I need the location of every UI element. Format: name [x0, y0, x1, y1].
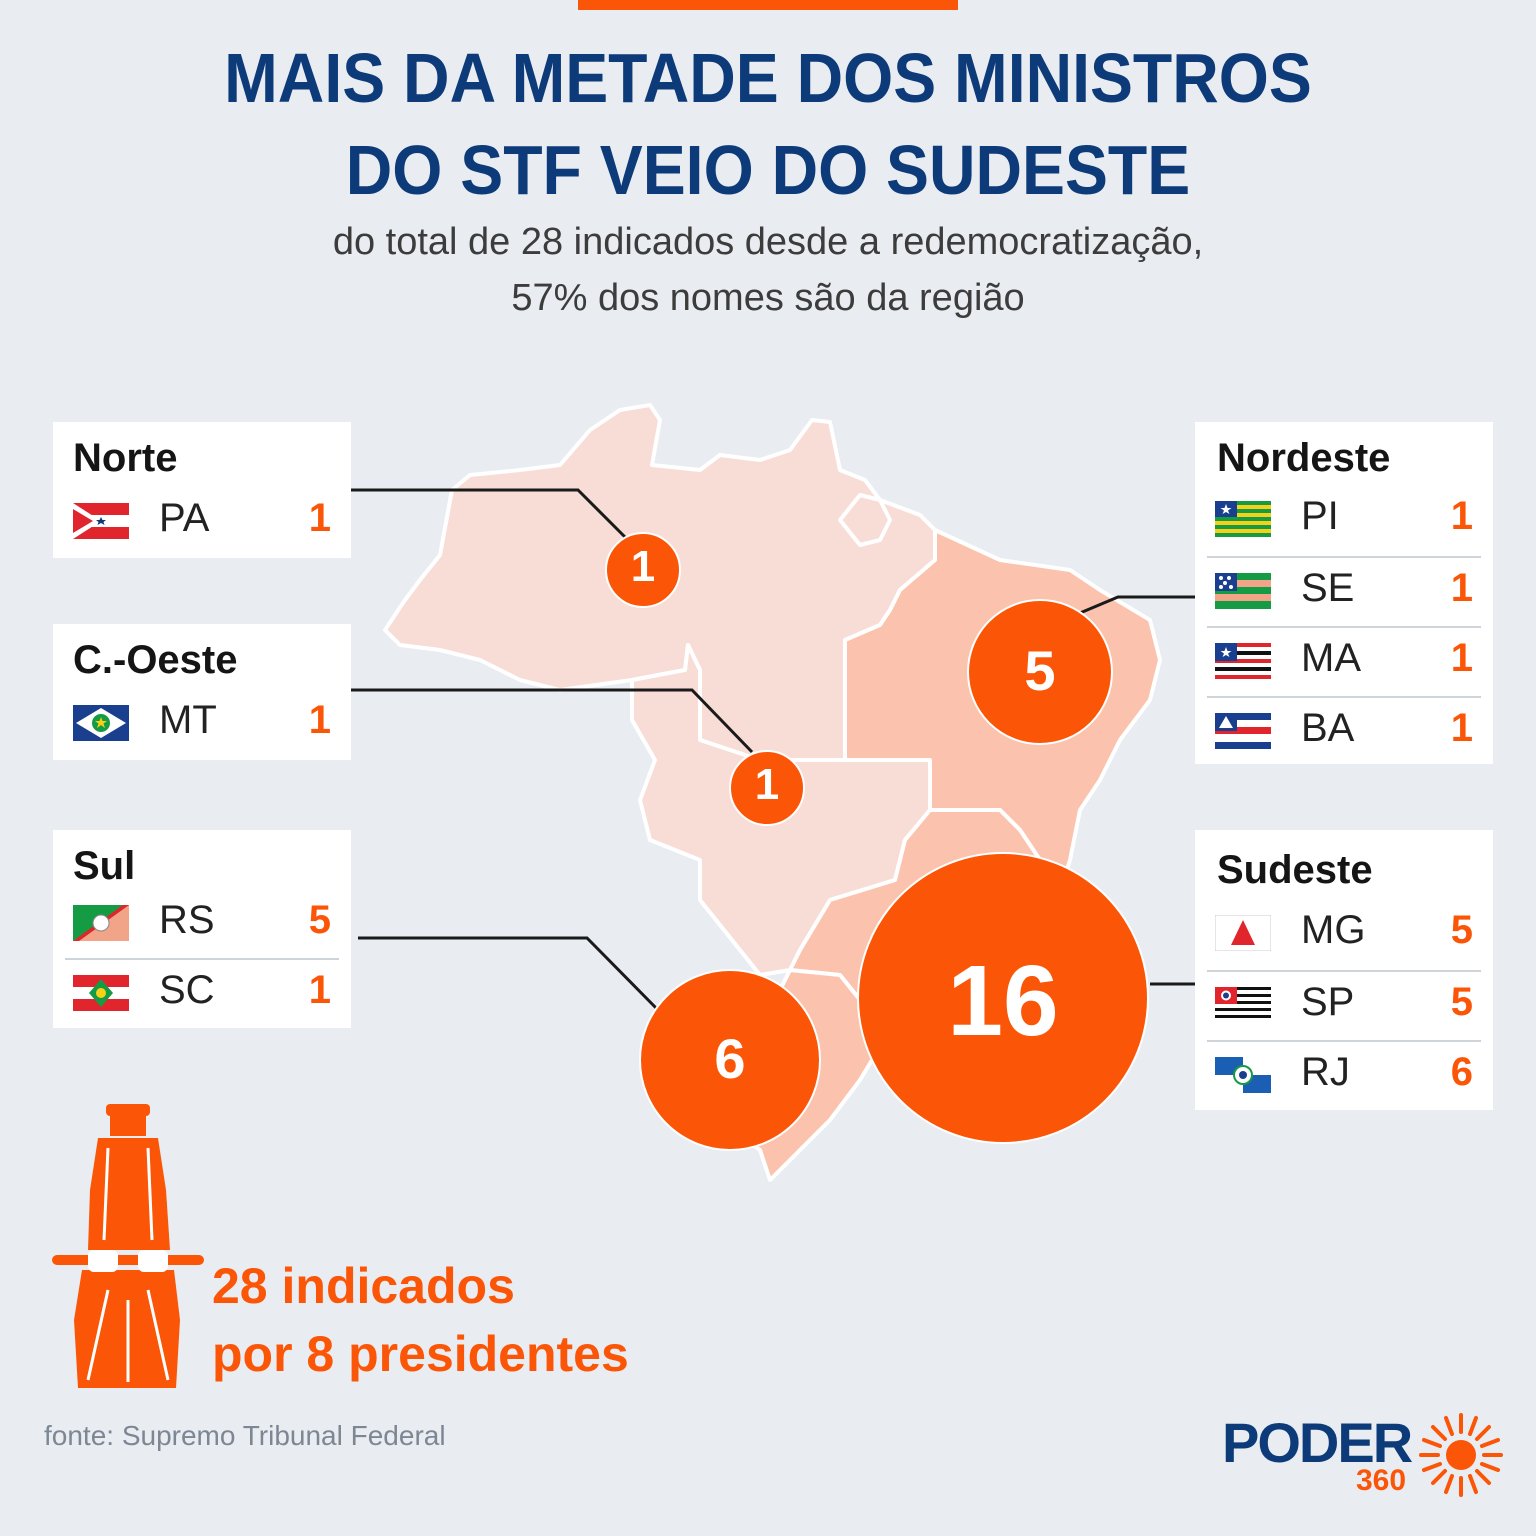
connector-nordeste — [1079, 595, 1195, 615]
state-code: MA — [1301, 636, 1361, 680]
state-code: RS — [159, 898, 215, 942]
state-code: PI — [1301, 494, 1339, 538]
state-code: BA — [1301, 706, 1355, 750]
card-norte: Norte PA 1 — [53, 422, 351, 558]
rio-de-janeiro-flag-icon — [1215, 1057, 1271, 1093]
title-line-1: MAIS DA METADE DOS MINISTROS — [224, 39, 1312, 117]
state-value: 1 — [308, 968, 331, 1012]
santa-catarina-flag-icon — [73, 975, 129, 1011]
mato-grosso-flag-icon — [73, 705, 129, 741]
bubble-sudeste — [857, 852, 1149, 1144]
state-value: 1 — [1450, 636, 1473, 680]
bubble-sudeste-label: 16 — [947, 945, 1059, 1057]
justice-statue-icon — [52, 1104, 204, 1388]
connector-centro-oeste — [350, 688, 754, 754]
sun-burst-icon — [1419, 1413, 1503, 1497]
logo-word: PODER — [1222, 1411, 1413, 1474]
card-title-sudeste: Sudeste — [1217, 848, 1373, 892]
rio-grande-do-sul-flag-icon — [73, 905, 129, 941]
maranhao-flag-icon — [1215, 643, 1271, 679]
bubble-centro-oeste — [729, 750, 805, 826]
connector-sul — [358, 936, 662, 1014]
total-summary: 28 indicados por 8 presidentes — [212, 1252, 629, 1388]
state-code: SC — [159, 968, 215, 1012]
logo-number: 360 — [1356, 1464, 1407, 1497]
state-row-pi: PI 1 — [1207, 486, 1481, 554]
bubble-norte-label: 1 — [630, 542, 656, 591]
bahia-flag-icon — [1215, 713, 1271, 749]
card-title-norte: Norte — [73, 436, 178, 480]
state-row-rs: RS 5 — [65, 890, 339, 958]
state-row-mg: MG 5 — [1207, 900, 1481, 968]
subtitle-line-2: 57% dos nomes são da região — [511, 277, 1025, 319]
state-value: 5 — [1450, 908, 1473, 952]
bubble-norte — [605, 532, 681, 608]
state-code: RJ — [1301, 1050, 1350, 1094]
state-row-mt: MT 1 — [65, 690, 339, 758]
state-value: 6 — [1450, 1050, 1473, 1094]
card-title-nordeste: Nordeste — [1217, 436, 1391, 480]
bubble-sul-label: 6 — [714, 1027, 746, 1090]
bubble-nordeste-label: 5 — [1024, 639, 1056, 702]
sao-paulo-flag-icon — [1215, 987, 1271, 1023]
connector-norte — [350, 488, 630, 542]
bubble-centro-oeste-label: 1 — [754, 760, 780, 809]
top-accent-bar — [578, 0, 958, 10]
state-value: 1 — [1450, 566, 1473, 610]
bubble-nordeste — [967, 599, 1113, 745]
state-value: 5 — [1450, 980, 1473, 1024]
state-row-sp: SP 5 — [1207, 970, 1481, 1040]
para-flag-icon — [73, 503, 129, 539]
total-line-2: por 8 presidentes — [212, 1326, 629, 1382]
state-row-pa: PA 1 — [65, 488, 339, 556]
state-code: SE — [1301, 566, 1355, 610]
total-line-1: 28 indicados — [212, 1258, 515, 1314]
sergipe-flag-icon — [1215, 573, 1271, 609]
card-title-centro-oeste: C.-Oeste — [73, 638, 238, 682]
poder360-logo: PODER 360 — [1222, 1410, 1512, 1510]
subtitle: do total de 28 indicados desde a redemoc… — [0, 214, 1536, 326]
state-row-rj: RJ 6 — [1207, 1040, 1481, 1110]
title-line-2: DO STF VEIO DO SUDESTE — [345, 131, 1191, 209]
state-value: 5 — [308, 898, 331, 942]
state-row-ba: BA 1 — [1207, 696, 1481, 766]
state-row-se: SE 1 — [1207, 556, 1481, 626]
state-value: 1 — [1450, 494, 1473, 538]
minas-gerais-flag-icon — [1215, 915, 1271, 951]
state-row-sc: SC 1 — [65, 958, 339, 1028]
card-centro-oeste: C.-Oeste MT 1 — [53, 624, 351, 760]
card-title-sul: Sul — [73, 844, 136, 888]
bubble-sul — [639, 969, 821, 1151]
card-sudeste: Sudeste MG 5 SP 5 RJ — [1195, 830, 1493, 1110]
card-sul: Sul RS 5 SC 1 — [53, 830, 351, 1028]
state-value: 1 — [1450, 706, 1473, 750]
state-code: MG — [1301, 908, 1366, 952]
state-code: SP — [1301, 980, 1355, 1024]
piaui-flag-icon — [1215, 501, 1271, 537]
state-code: MT — [159, 698, 217, 742]
source-note: fonte: Supremo Tribunal Federal — [44, 1420, 446, 1451]
state-code: PA — [159, 496, 210, 540]
state-row-ma: MA 1 — [1207, 626, 1481, 696]
state-value: 1 — [308, 496, 331, 540]
state-value: 1 — [308, 698, 331, 742]
page-title: MAIS DA METADE DOS MINISTROS DO STF VEIO… — [0, 32, 1536, 216]
subtitle-line-1: do total de 28 indicados desde a redemoc… — [332, 221, 1204, 263]
card-nordeste: Nordeste PI 1 SE 1 — [1195, 422, 1493, 764]
